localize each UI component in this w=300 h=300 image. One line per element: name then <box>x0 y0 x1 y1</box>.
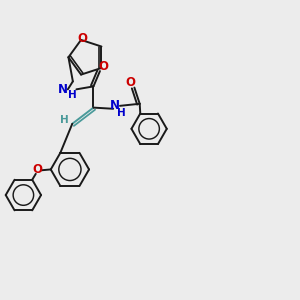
Text: H: H <box>60 115 68 125</box>
Text: H: H <box>68 90 77 100</box>
Text: H: H <box>117 108 125 118</box>
Text: O: O <box>98 60 109 73</box>
Text: O: O <box>32 163 42 176</box>
Text: N: N <box>58 83 68 96</box>
Text: N: N <box>110 99 120 112</box>
Text: O: O <box>77 32 88 45</box>
Text: O: O <box>126 76 136 89</box>
